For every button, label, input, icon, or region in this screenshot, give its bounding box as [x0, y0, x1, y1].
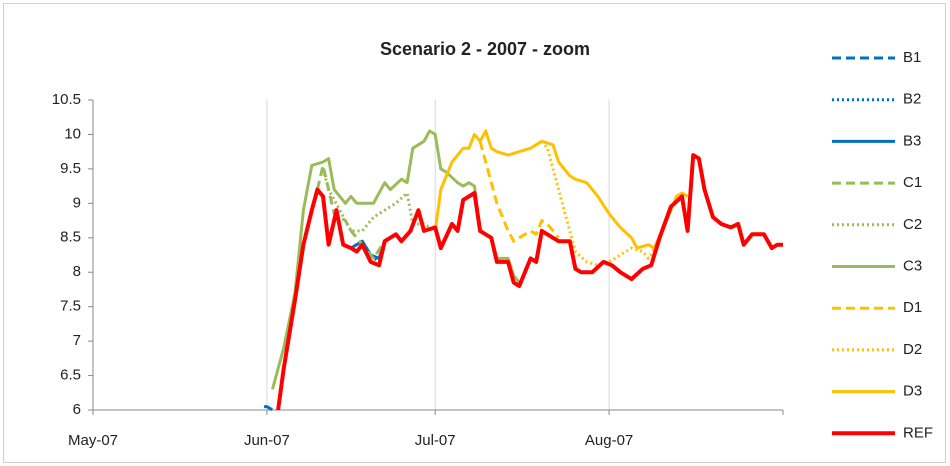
series-line	[478, 140, 560, 243]
y-tick-label: 8.5	[60, 229, 81, 246]
x-tick-label: Jul-07	[415, 432, 456, 449]
y-tick-label: 6.5	[60, 367, 81, 384]
legend-label: C3	[903, 257, 922, 274]
series-line	[433, 129, 689, 250]
series-line	[321, 168, 436, 233]
legend-label: B3	[903, 132, 921, 149]
y-tick-label: 9	[73, 194, 81, 211]
chart-title: Scenario 2 - 2007 - zoom	[380, 39, 590, 59]
series-line	[540, 140, 661, 267]
series-line	[276, 153, 783, 411]
legend-label: D3	[903, 383, 922, 400]
y-tick-label: 7	[73, 332, 81, 349]
chart-frame	[3, 3, 946, 463]
legend-label: D2	[903, 341, 922, 358]
y-tick-label: 6	[73, 401, 81, 418]
y-tick-label: 10	[64, 125, 81, 142]
y-tick-label: 9.5	[60, 160, 81, 177]
x-tick-label: Aug-07	[585, 432, 633, 449]
x-tick-label: Jun-07	[244, 432, 290, 449]
legend-label: B2	[903, 91, 921, 108]
legend-label: B1	[903, 49, 921, 66]
legend-label: C1	[903, 174, 922, 191]
y-tick-label: 8	[73, 263, 81, 280]
y-tick-label: 10.5	[52, 91, 81, 108]
series-line	[264, 405, 274, 412]
legend-label: REF	[903, 424, 933, 441]
y-tick-label: 7.5	[60, 298, 81, 315]
legend-label: C2	[903, 216, 922, 233]
series-line	[315, 163, 386, 260]
legend-label: D1	[903, 299, 922, 316]
x-tick-label: May-07	[68, 432, 118, 449]
